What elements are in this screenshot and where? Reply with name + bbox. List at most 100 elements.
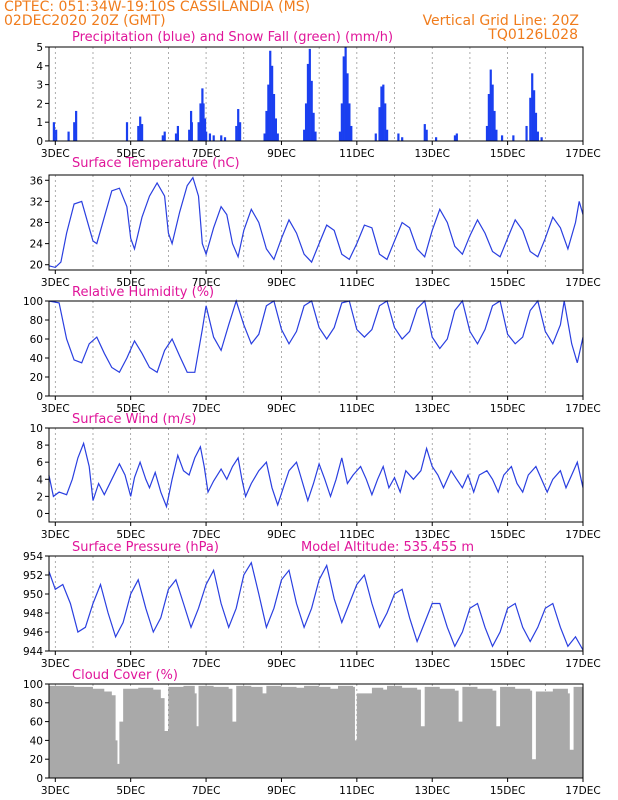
x-tick-label: 3DEC bbox=[41, 148, 70, 160]
precip-bar bbox=[453, 135, 457, 141]
panels: Precipitation (blue) and Snow Fall (gree… bbox=[23, 30, 601, 797]
x-tick-label: 7DEC bbox=[192, 148, 221, 160]
panel-frame bbox=[48, 46, 584, 142]
precip-bar bbox=[348, 103, 351, 141]
y-tick-label: 80 bbox=[30, 698, 43, 710]
precip-bar bbox=[397, 133, 400, 141]
y-tick-label: 5 bbox=[36, 42, 43, 54]
precip-bar bbox=[272, 94, 276, 141]
x-tick-label: 15DEC bbox=[490, 277, 525, 289]
panel-title: Surface Temperature (nC) bbox=[72, 156, 240, 171]
precip-bar bbox=[73, 122, 76, 141]
x-tick-label: 17DEC bbox=[565, 277, 600, 289]
precip-bar bbox=[385, 129, 389, 141]
precip-bar bbox=[237, 109, 240, 141]
model-altitude-note: Model Altitude: 535.455 m bbox=[301, 540, 474, 555]
precip-bar bbox=[493, 110, 496, 141]
y-tick-label: 950 bbox=[23, 589, 43, 601]
y-tick-label: 20 bbox=[30, 372, 43, 384]
x-tick-label: 7DEC bbox=[192, 277, 221, 289]
x-tick-label: 17DEC bbox=[565, 785, 600, 797]
precip-bar bbox=[267, 84, 270, 141]
panel-5: Surface Pressure (hPa) Model Altitude: 53… bbox=[23, 540, 601, 670]
precip-bar bbox=[197, 122, 200, 141]
precip-bar bbox=[163, 131, 166, 141]
precip-bar bbox=[338, 131, 342, 141]
precip-bar bbox=[269, 50, 272, 142]
precip-bar bbox=[529, 97, 532, 141]
panel-frame bbox=[48, 683, 584, 779]
series-line bbox=[48, 176, 584, 269]
y-tick-label: 8 bbox=[36, 440, 43, 452]
x-tick-label: 5DEC bbox=[116, 658, 145, 670]
precip-bar bbox=[489, 69, 492, 141]
x-tick-label: 17DEC bbox=[565, 658, 600, 670]
precip-bar bbox=[220, 135, 223, 141]
precip-bar bbox=[274, 118, 278, 141]
y-tick-label: 946 bbox=[23, 627, 43, 639]
precip-bar bbox=[455, 133, 458, 141]
x-tick-label: 15DEC bbox=[490, 403, 525, 415]
precip-bar bbox=[512, 135, 515, 141]
precip-bar bbox=[434, 137, 438, 141]
precip-bar bbox=[205, 131, 208, 141]
x-tick-label: 7DEC bbox=[192, 658, 221, 670]
panel-3: Relative Humidity (%) 0 20 40 60 80 100 3DEC 5DE… bbox=[23, 285, 601, 415]
precip-bar bbox=[137, 125, 140, 141]
y-tick-label: 6 bbox=[36, 457, 43, 469]
y-tick-label: 3 bbox=[36, 80, 43, 92]
x-tick-label: 13DEC bbox=[415, 403, 450, 415]
x-tick-label: 5DEC bbox=[116, 403, 145, 415]
y-tick-label: 100 bbox=[23, 679, 43, 691]
x-tick-label: 3DEC bbox=[41, 277, 70, 289]
precip-bar bbox=[485, 125, 489, 141]
y-tick-label: 28 bbox=[30, 218, 43, 230]
precip-bar bbox=[271, 65, 274, 141]
x-tick-label: 13DEC bbox=[415, 529, 450, 541]
y-tick-label: 40 bbox=[30, 735, 43, 747]
precip-bar bbox=[495, 129, 498, 141]
precip-bar bbox=[346, 73, 349, 141]
precip-bar bbox=[536, 131, 539, 141]
x-tick-label: 5DEC bbox=[116, 148, 145, 160]
precip-bar bbox=[263, 133, 266, 141]
panel-frame bbox=[48, 174, 584, 271]
y-tick-label: 32 bbox=[30, 196, 43, 208]
x-tick-label: 15DEC bbox=[490, 529, 525, 541]
precip-bar bbox=[55, 129, 58, 141]
precip-bar bbox=[238, 122, 242, 141]
precip-bar bbox=[500, 135, 504, 141]
panel-frame bbox=[48, 555, 584, 652]
precip-bar bbox=[208, 133, 212, 141]
y-tick-label: 0 bbox=[36, 773, 43, 785]
y-tick-label: 20 bbox=[30, 754, 43, 766]
precip-bar bbox=[534, 112, 538, 141]
x-tick-label: 7DEC bbox=[192, 785, 221, 797]
x-tick-label: 15DEC bbox=[490, 658, 525, 670]
precip-bar bbox=[235, 125, 238, 141]
y-tick-label: 60 bbox=[30, 334, 43, 346]
panel-2: Surface Temperature (nC) 20 24 28 32 36 3DEC 5D… bbox=[30, 156, 601, 289]
x-tick-label: 5DEC bbox=[116, 277, 145, 289]
cloud-cover-area bbox=[48, 685, 584, 778]
y-tick-label: 100 bbox=[23, 296, 43, 308]
series-line bbox=[48, 561, 584, 651]
y-tick-label: 0 bbox=[36, 391, 43, 403]
series-line bbox=[48, 299, 584, 374]
run-code: TQ0126L028 bbox=[487, 27, 578, 43]
x-tick-label: 13DEC bbox=[415, 785, 450, 797]
precip-bar bbox=[304, 103, 308, 141]
panel-title: Cloud Cover (%) bbox=[72, 668, 178, 683]
x-tick-label: 11DEC bbox=[339, 658, 374, 670]
x-tick-label: 11DEC bbox=[339, 148, 374, 160]
panel-title: Precipitation (blue) and Snow Fall (gree… bbox=[72, 30, 393, 45]
precip-bar bbox=[487, 94, 490, 141]
x-tick-label: 13DEC bbox=[415, 148, 450, 160]
x-tick-label: 9DEC bbox=[267, 403, 296, 415]
x-tick-label: 13DEC bbox=[415, 277, 450, 289]
precip-bar bbox=[374, 133, 377, 141]
station-header: CPTEC: 051:34W-19:10S CASSILANDIA (MS) bbox=[4, 0, 310, 15]
precip-bar bbox=[174, 133, 178, 141]
y-tick-label: 0 bbox=[36, 136, 43, 148]
